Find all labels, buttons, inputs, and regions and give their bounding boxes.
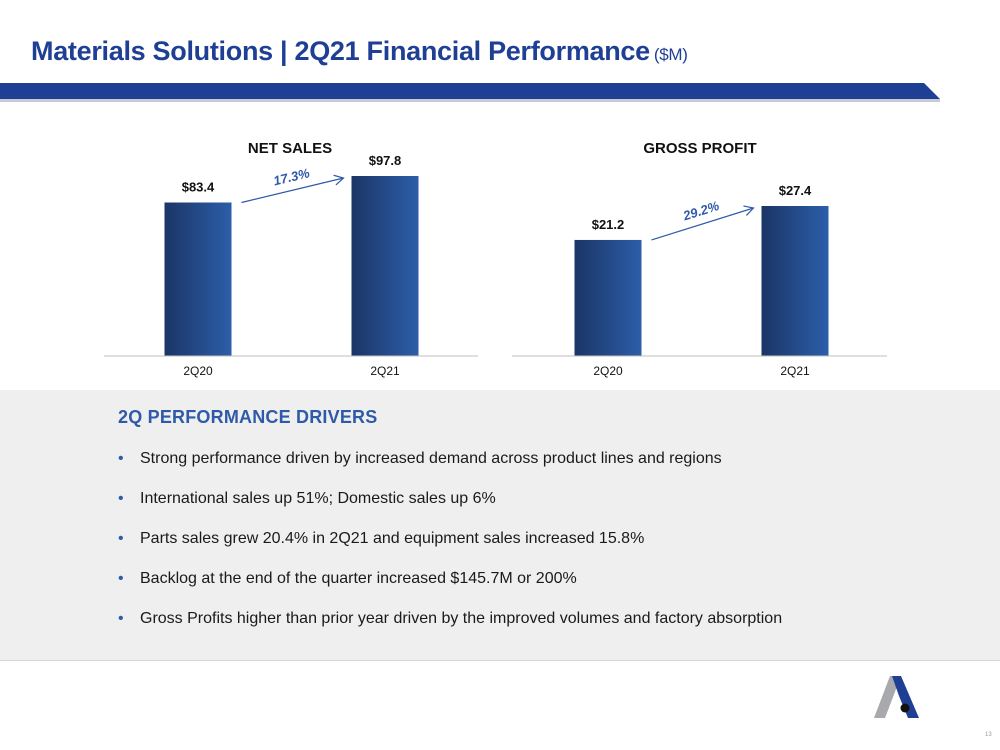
net-sales-bar-2q20: [164, 202, 232, 356]
net-sales-tick-label: 2Q21: [370, 364, 400, 378]
driver-item: • Parts sales grew 20.4% in 2Q21 and equi…: [118, 528, 782, 568]
gross-profit-chart-title: GROSS PROFIT: [643, 140, 756, 157]
company-logo-icon: [874, 676, 919, 718]
driver-text: Strong performance driven by increased d…: [140, 450, 722, 467]
gross-profit-bar-2q20: [574, 239, 642, 356]
bullet-icon: •: [118, 490, 124, 507]
net-sales-value-label: $97.8: [369, 153, 402, 168]
gross-profit-tick-label: 2Q21: [780, 364, 810, 378]
driver-text: Gross Profits higher than prior year dri…: [140, 610, 783, 627]
header-band-shadow: [0, 99, 940, 102]
page-number: 13: [985, 732, 992, 738]
gross-profit-tick-label: 2Q20: [593, 364, 623, 378]
net-sales-bar-2q21: [351, 176, 419, 356]
bullet-icon: •: [118, 530, 124, 547]
page-title-text: Materials Solutions | 2Q21 Financial Per…: [31, 36, 650, 66]
net-sales-change-label: 17.3%: [272, 165, 312, 188]
net-sales-chart-title: NET SALES: [248, 140, 332, 157]
bullet-icon: •: [118, 610, 124, 627]
header-band: [0, 83, 940, 99]
driver-text: Parts sales grew 20.4% in 2Q21 and equip…: [140, 530, 645, 547]
driver-item: • International sales up 51%; Domestic sa…: [118, 488, 782, 528]
charts-area: NET SALES $83.4 2Q20 $97.8 2Q21 17.3% GROSS PR…: [104, 140, 887, 378]
page-title: Materials Solutions | 2Q21 Financial Per…: [31, 36, 688, 67]
gross-profit-bar-2q21: [761, 206, 829, 356]
gross-profit-value-label: $27.4: [779, 183, 812, 198]
drivers-heading: 2Q PERFORMANCE DRIVERS: [118, 407, 378, 427]
net-sales-change-arrow: [241, 174, 345, 204]
bullet-icon: •: [118, 570, 124, 587]
driver-item: • Gross Profits higher than prior year dr…: [118, 608, 782, 648]
driver-text: International sales up 51%; Domestic sal…: [140, 490, 496, 507]
gross-profit-value-label: $21.2: [592, 217, 625, 232]
driver-item: • Backlog at the end of the quarter incre…: [118, 568, 782, 608]
driver-item: • Strong performance driven by increased …: [118, 448, 782, 488]
bullet-icon: •: [118, 450, 124, 467]
performance-drivers-panel: 2Q PERFORMANCE DRIVERS • Strong performan…: [0, 390, 1000, 661]
net-sales-tick-label: 2Q20: [183, 364, 213, 378]
drivers-list: • Strong performance driven by increased …: [118, 448, 782, 648]
gross-profit-change-arrow: [651, 205, 755, 241]
driver-text: Backlog at the end of the quarter increa…: [140, 570, 577, 587]
net-sales-value-label: $83.4: [182, 180, 215, 195]
page-title-unit: ($M): [653, 45, 688, 64]
